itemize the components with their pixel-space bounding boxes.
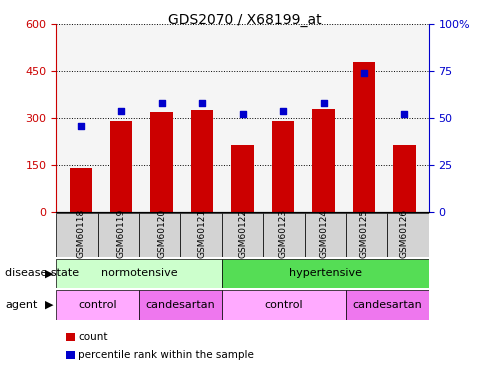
Point [77,123,85,129]
Text: ▶: ▶ [45,300,53,310]
Point [198,100,206,106]
Bar [393,145,416,212]
Bar [346,213,388,257]
Bar [56,290,139,320]
Text: GSM60121: GSM60121 [197,209,207,258]
Bar [98,213,139,257]
Text: disease state: disease state [5,268,79,278]
Bar [222,290,346,320]
Text: GSM60125: GSM60125 [360,209,368,258]
Text: normotensive: normotensive [101,268,177,278]
Bar [353,62,375,212]
Point [117,108,125,114]
Point [279,108,287,114]
Bar [70,168,92,212]
Text: GSM60126: GSM60126 [400,209,409,258]
Bar [263,213,305,257]
Bar [180,213,222,257]
Text: count: count [78,332,108,342]
Bar [139,290,222,320]
Bar [222,213,263,257]
Bar [231,145,254,212]
Point [400,111,408,117]
Bar [110,121,132,212]
Text: GSM60118: GSM60118 [76,209,85,258]
Text: candesartan: candesartan [146,300,216,310]
Text: GSM60123: GSM60123 [278,209,288,258]
Text: agent: agent [5,300,37,310]
Point [360,70,368,76]
Bar [191,110,213,212]
Text: percentile rank within the sample: percentile rank within the sample [78,350,254,360]
Text: GSM60122: GSM60122 [238,209,247,258]
Bar [56,213,98,257]
Text: control: control [265,300,303,310]
Text: candesartan: candesartan [352,300,422,310]
Text: GDS2070 / X68199_at: GDS2070 / X68199_at [168,13,322,27]
Bar [150,112,173,212]
Bar [222,259,429,288]
Point [239,111,246,117]
Bar [56,259,222,288]
Text: hypertensive: hypertensive [289,268,362,278]
Text: GSM60124: GSM60124 [319,209,328,258]
Bar [313,109,335,212]
Text: ▶: ▶ [45,268,53,278]
Bar [346,290,429,320]
Text: control: control [78,300,117,310]
Bar [388,213,429,257]
Text: GSM60119: GSM60119 [117,209,125,258]
Bar [272,121,294,212]
Bar [139,213,180,257]
Point [158,100,166,106]
Text: GSM60120: GSM60120 [157,209,166,258]
Point [319,100,327,106]
Bar [305,213,346,257]
